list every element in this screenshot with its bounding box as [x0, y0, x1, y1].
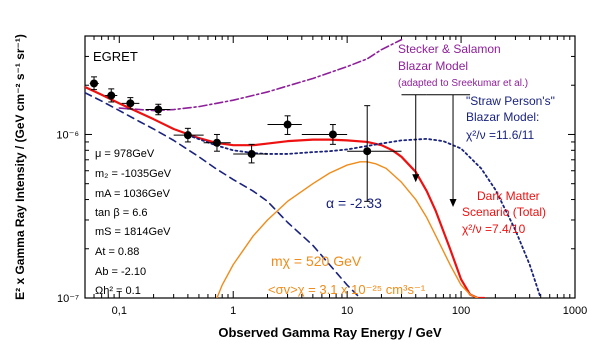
- straw-label-line2: Blazar Model:: [466, 110, 539, 124]
- data-point: [328, 130, 337, 139]
- straw-label-line1: "Straw Person's": [466, 94, 555, 108]
- data-point: [283, 120, 292, 129]
- series-blazar-straw: [186, 134, 542, 298]
- y-tick-label: 10⁻⁶: [56, 129, 79, 141]
- x-tick-label: 1: [230, 305, 236, 317]
- param-omega: Ωh² = 0.1: [95, 285, 141, 297]
- x-tick-label: 0,1: [112, 305, 127, 317]
- data-point: [247, 149, 256, 158]
- param-Ab: Ab = -2.10: [95, 266, 146, 278]
- param-At: At = 0.88: [95, 246, 139, 258]
- straw-label-line3: χ²/ν =11.6/11: [466, 128, 535, 142]
- upper-limit-markers: [401, 94, 471, 208]
- sigmav-label: <σv>χ = 3.1 x 10⁻²⁵ cm³s⁻¹: [268, 282, 426, 297]
- data-point: [126, 99, 135, 108]
- stecker-label-line1: Stecker & Salamon: [398, 42, 501, 56]
- egret-label: EGRET: [93, 49, 138, 64]
- param-mu: μ = 978GeV: [95, 148, 155, 160]
- upper-limit-arrowhead: [449, 199, 457, 208]
- series-background: [85, 91, 361, 298]
- param-mA: mA = 1036GeV: [95, 188, 171, 200]
- data-point: [183, 131, 192, 140]
- data-point: [90, 79, 99, 88]
- stecker-label-line3: (adapted to Sreekumar et al.): [398, 78, 528, 89]
- series-total: [85, 85, 486, 298]
- data-point: [154, 105, 163, 114]
- y-axis-label: E² x Gamma Ray Intensity / (GeV cm⁻² s⁻¹…: [13, 34, 27, 300]
- param-m2: m₂ = -1035GeV: [95, 168, 172, 180]
- susy-parameter-list: μ = 978GeV m₂ = -1035GeV mA = 1036GeV ta…: [95, 148, 172, 297]
- series-dark-matter: [216, 161, 479, 298]
- dm-scenario-line3: χ²/ν =7.4/10: [462, 222, 526, 236]
- upper-limit-arrowhead: [412, 174, 420, 183]
- param-mS: mS = 1814GeV: [95, 226, 171, 238]
- data-point: [107, 91, 116, 100]
- x-axis-label: Observed Gamma Ray Energy / GeV: [218, 325, 442, 340]
- x-tick-label: 100: [452, 305, 470, 317]
- dm-scenario-line2: Scenario (Total): [462, 205, 546, 219]
- data-point: [212, 138, 221, 147]
- y-tick-label: 10⁻⁷: [57, 293, 79, 305]
- egret-data-points: [89, 76, 402, 202]
- x-tick-label: 1000: [563, 305, 587, 317]
- stecker-label-line2: Blazar Model: [398, 59, 468, 73]
- series-blazar-stecker: [118, 38, 403, 112]
- data-point: [363, 147, 372, 156]
- x-axis-ticks: 0,1 1 10 100 1000: [84, 36, 587, 317]
- param-tanbeta: tan β = 6.6: [95, 207, 148, 219]
- mchi-label: mχ = 520 GeV: [271, 253, 362, 269]
- y-axis-ticks: 10⁻⁷ 10⁻⁶: [56, 35, 575, 305]
- x-tick-label: 10: [341, 305, 353, 317]
- alpha-label: α = -2.33: [326, 195, 382, 211]
- dm-scenario-line1: Dark Matter: [477, 189, 540, 203]
